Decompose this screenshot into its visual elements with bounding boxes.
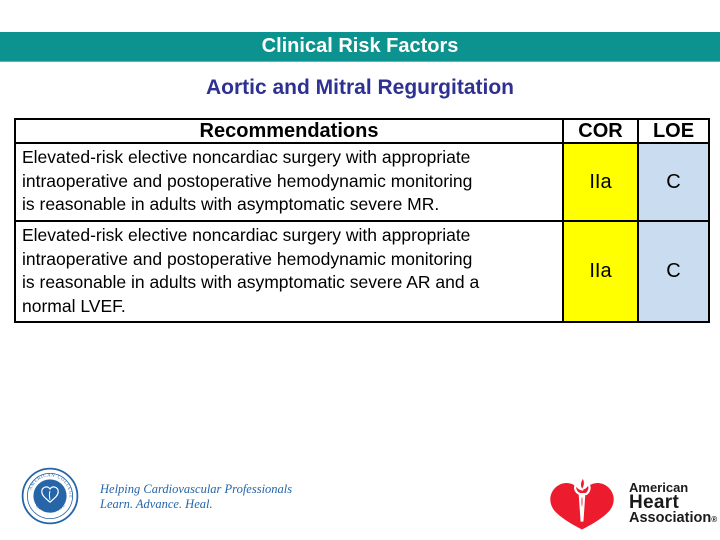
acc-tagline-line2: Learn. Advance. Heal. <box>100 497 213 511</box>
recommendation-text: Elevated-risk elective noncardiac surger… <box>14 142 564 222</box>
cor-value: IIa <box>562 142 639 222</box>
acc-seal-icon: AMERICAN COLLEGE OF CARDIOLOGY <box>21 467 79 525</box>
slide-subtitle: Aortic and Mitral Regurgitation <box>205 76 514 99</box>
col-header-cor: COR <box>562 118 639 144</box>
aha-heart-torch-icon <box>550 476 614 530</box>
aha-line-american: American <box>629 480 689 495</box>
acc-tagline-line1: Helping Cardiovascular Professionals <box>100 482 293 496</box>
aha-logo-text: American Heart Association® <box>629 476 717 527</box>
acc-tagline: Helping Cardiovascular Professionals Lea… <box>100 482 292 512</box>
aha-line-heart: Heart <box>629 492 680 513</box>
table-row: Elevated-risk elective noncardiac surger… <box>14 142 710 222</box>
loe-value: C <box>637 142 710 222</box>
registered-trademark-mark: ® <box>711 515 718 524</box>
banner-title: Clinical Risk Factors <box>261 35 459 57</box>
table-header-row: Recommendations COR LOE <box>14 118 710 144</box>
aha-logo: American Heart Association® <box>542 476 717 530</box>
recommendations-table: Recommendations COR LOE Elevated-risk el… <box>14 118 710 323</box>
col-header-loe: LOE <box>637 118 710 144</box>
table-row: Elevated-risk elective noncardiac surger… <box>14 220 710 323</box>
title-banner: Clinical Risk Factors <box>0 32 720 62</box>
recommendation-text: Elevated-risk elective noncardiac surger… <box>14 220 564 323</box>
col-header-recommendations: Recommendations <box>14 118 564 144</box>
aha-line-association: Association® <box>629 510 718 526</box>
cor-value: IIa <box>562 220 639 323</box>
loe-value: C <box>637 220 710 323</box>
